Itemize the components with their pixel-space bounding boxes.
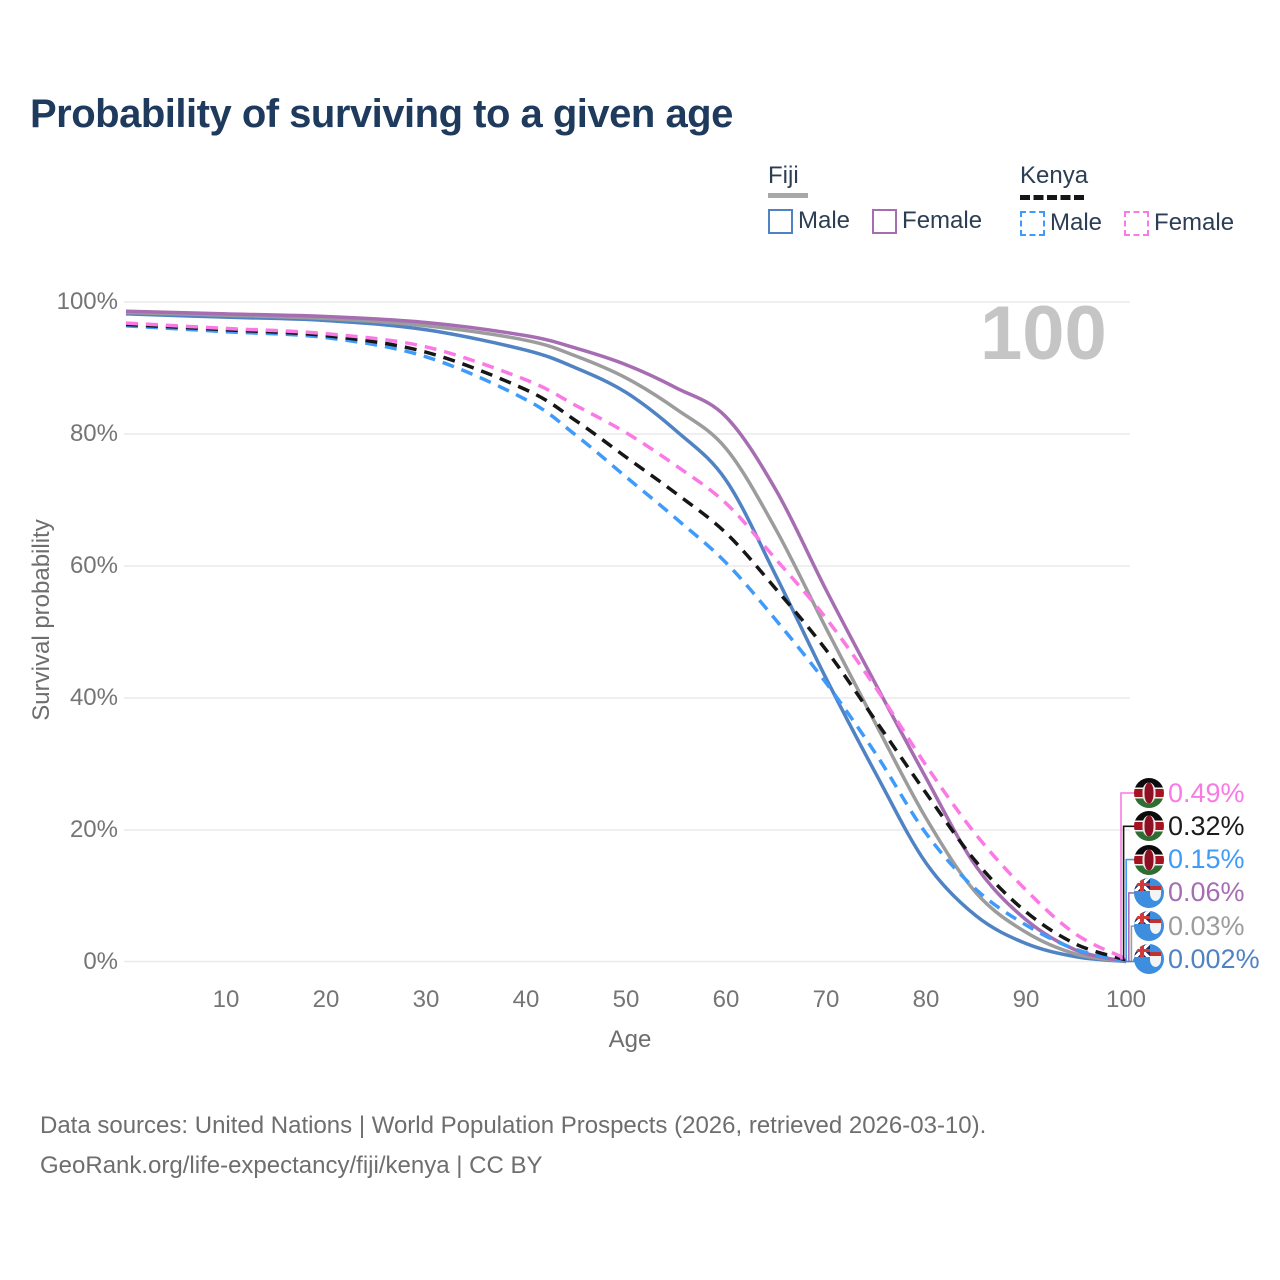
curve-kenya-male[interactable] [125,324,1127,963]
x-tick-label: 50 [612,986,640,1013]
x-tick-label: 30 [412,986,440,1013]
legend-kenya-label: Kenya [1020,162,1089,189]
y-axis-ticks: 100% 80% 60% 40% 20% 0% [0,0,118,1280]
footer: Data sources: United Nations | World Pop… [40,1106,986,1186]
legend-swatch-fiji-female[interactable] [872,208,898,234]
end-of-line-labels: 0.49% 0.32% 0.15% 0.06% 0.03% 0.002% [1134,778,1260,978]
end-label-fiji-female: 0.06% [1134,877,1260,908]
y-tick-label: 20% [69,816,118,843]
hovered-age-watermark: 100 [980,291,1107,376]
x-tick-label: 40 [512,986,540,1013]
end-value: 0.32% [1168,810,1245,841]
end-value: 0.06% [1168,877,1245,908]
legend-label-kenya-female[interactable]: Female [1154,209,1235,236]
fiji-flag-icon [1134,877,1164,908]
x-tick-label: 10 [212,986,240,1013]
end-value: 0.03% [1168,910,1245,941]
curve-fiji-male[interactable] [125,312,1127,964]
x-tick-label: 60 [712,986,740,1013]
legend-swatch-kenya-female[interactable] [1124,210,1150,236]
leader-line [1122,825,1136,961]
legend-label-fiji-male[interactable]: Male [798,207,851,234]
legend-group-kenya: Kenya Male Female [1020,162,1256,237]
x-tick-label: 90 [1012,986,1040,1013]
end-label-kenya-male: 0.15% [1134,844,1260,875]
y-tick-label: 60% [69,552,118,579]
legend-label-kenya-male[interactable]: Male [1050,209,1103,236]
kenya-flag-icon [1134,844,1164,875]
page-title: Probability of surviving to a given age [30,92,733,136]
y-axis-title: Survival probability [28,519,55,721]
fiji-solid-line-swatch [768,193,808,198]
legend-label-fiji-female[interactable]: Female [902,207,983,234]
curve-fiji-female[interactable] [125,309,1127,964]
x-tick-label: 100 [1105,986,1147,1013]
end-label-kenya-total: 0.32% [1134,810,1260,842]
fiji-flag-icon [1134,944,1164,975]
end-label-fiji-male: 0.002% [1134,943,1260,975]
legend-swatch-fiji-male[interactable] [768,208,793,234]
data-sources-line: Data sources: United Nations | World Pop… [40,1112,987,1139]
end-label-kenya-female: 0.49% [1134,778,1260,808]
x-axis-title: Age [608,1026,652,1053]
kenya-flag-icon [1134,811,1164,842]
legend-group-fiji: Fiji Male Female [768,162,1004,235]
legend-group-kenya-title[interactable]: Kenya [1020,162,1256,200]
y-tick-label: 0% [83,947,118,975]
kenya-flag-icon [1134,778,1164,808]
attribution-line: GeoRank.org/life-expectancy/fiji/kenya |… [40,1152,543,1179]
x-tick-label: 20 [312,986,340,1013]
fiji-flag-icon [1134,911,1164,942]
curve-kenya-total[interactable] [125,322,1127,962]
y-tick-label: 100% [56,288,118,315]
x-tick-label: 70 [812,986,840,1013]
legend-fiji-label: Fiji [768,162,799,189]
y-tick-label: 80% [69,420,118,447]
curve-kenya-female[interactable] [125,321,1127,961]
y-tick-label: 40% [69,684,118,711]
end-value: 0.002% [1168,943,1260,974]
end-value: 0.49% [1168,777,1245,808]
legend-group-fiji-title[interactable]: Fiji [768,162,1004,198]
end-value: 0.15% [1168,844,1245,875]
curve-fiji-total[interactable] [125,310,1127,964]
kenya-dashed-line-swatch [1020,195,1084,200]
end-label-fiji-total: 0.03% [1134,910,1260,942]
legend-swatch-kenya-male[interactable] [1020,210,1045,236]
x-tick-label: 80 [912,986,940,1013]
